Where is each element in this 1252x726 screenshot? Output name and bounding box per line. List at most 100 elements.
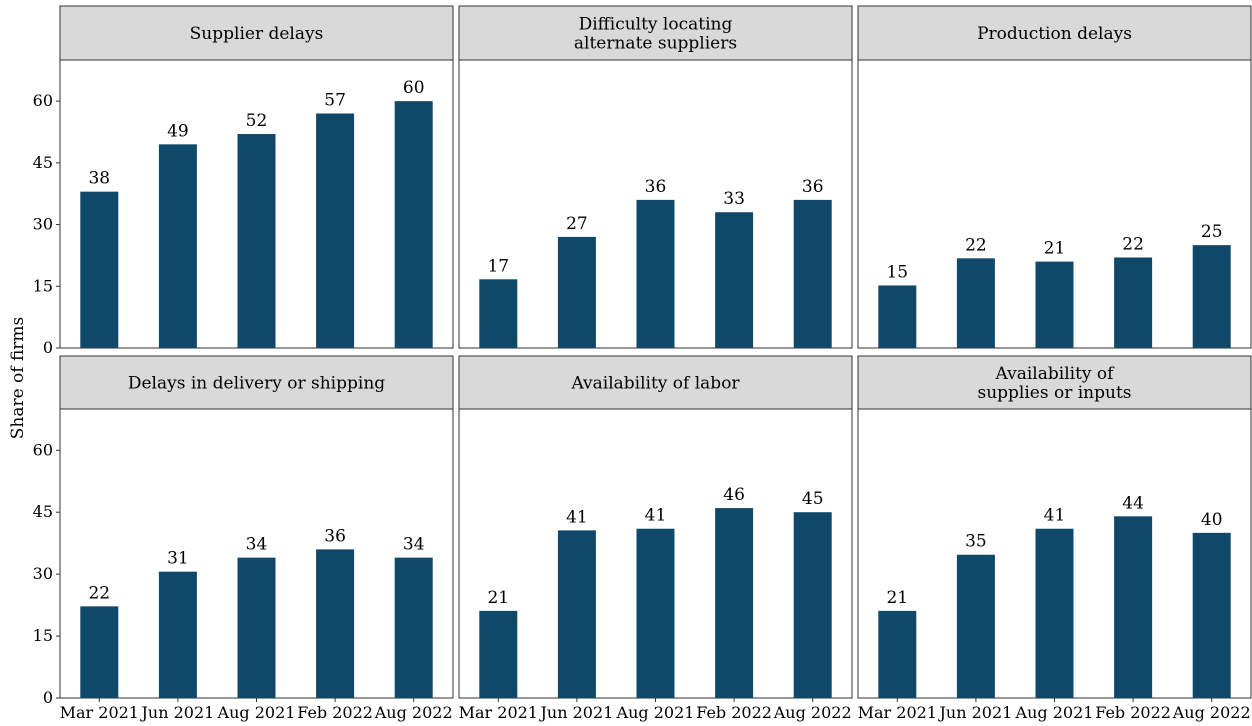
bar-value-label: 49: [167, 121, 189, 141]
bar-value-label: 57: [324, 90, 346, 110]
bar: [1114, 257, 1153, 348]
bar: [956, 554, 995, 698]
bar: [956, 258, 995, 348]
bar-value-label: 38: [88, 169, 110, 189]
x-tick-label: Aug 2022: [1172, 703, 1251, 722]
y-tick-label: 60: [33, 440, 53, 459]
y-tick-label: 30: [33, 564, 53, 583]
x-tick-label: Feb 2022: [1095, 703, 1171, 722]
bar: [878, 610, 917, 698]
x-tick-label: Mar 2021: [858, 703, 937, 722]
facet-strip: [857, 355, 1252, 410]
y-axis-title: Share of firms: [8, 317, 28, 440]
bar: [80, 191, 119, 348]
bar: [636, 199, 675, 348]
bar-value-label: 25: [1201, 222, 1223, 242]
x-tick-label: Aug 2021: [217, 703, 296, 722]
x-tick-label: Feb 2022: [297, 703, 373, 722]
bar: [316, 549, 355, 698]
y-tick-label: 0: [43, 688, 53, 707]
bar-value-label: 21: [487, 588, 509, 608]
bar-value-label: 40: [1201, 510, 1223, 530]
bar-value-label: 36: [645, 177, 667, 197]
bar-value-label: 36: [324, 526, 346, 546]
bar: [237, 134, 276, 348]
facet-title: supplies or inputs: [977, 383, 1131, 403]
x-tick-label: Aug 2021: [616, 703, 695, 722]
bar: [1035, 528, 1074, 698]
bar: [793, 512, 832, 698]
x-tick-label: Aug 2021: [1015, 703, 1094, 722]
bar: [394, 557, 433, 698]
bar-value-label: 15: [886, 262, 908, 282]
bar-value-label: 22: [965, 235, 987, 255]
bar-value-label: 60: [403, 78, 425, 98]
x-tick-label: Jun 2021: [538, 703, 613, 722]
facet-title: Availability of labor: [570, 374, 740, 394]
facet-title: Supplier delays: [190, 24, 324, 44]
y-tick-label: 60: [33, 91, 53, 110]
x-tick-label: Aug 2022: [773, 703, 852, 722]
bar: [479, 279, 518, 348]
bar: [479, 610, 518, 698]
x-tick-label: Mar 2021: [459, 703, 538, 722]
facet-strip: [458, 355, 853, 410]
x-tick-label: Jun 2021: [139, 703, 214, 722]
bar-value-label: 21: [1044, 239, 1066, 259]
y-tick-label: 15: [33, 626, 53, 645]
bar-value-label: 22: [88, 583, 110, 603]
bar: [1192, 245, 1231, 348]
bar: [1114, 516, 1153, 698]
bar: [394, 101, 433, 349]
facet-title: alternate suppliers: [574, 34, 737, 54]
facet-strip: [857, 5, 1252, 61]
bar: [557, 236, 596, 348]
facet-title: Difficulty locating: [579, 15, 733, 35]
facet-title: Production delays: [977, 24, 1132, 44]
bar-value-label: 17: [487, 256, 509, 276]
facet-strip: [59, 5, 454, 61]
x-tick-label: Feb 2022: [696, 703, 772, 722]
bar: [878, 285, 917, 348]
y-tick-label: 45: [33, 502, 53, 521]
x-tick-label: Aug 2022: [374, 703, 453, 722]
bar: [715, 508, 754, 698]
facet-strip: [59, 355, 454, 410]
bar: [557, 530, 596, 698]
y-tick-label: 0: [43, 338, 53, 357]
bar-value-label: 34: [403, 535, 425, 555]
bar-value-label: 41: [645, 506, 667, 526]
bar: [636, 528, 675, 698]
bar-value-label: 34: [246, 535, 268, 555]
bar: [1192, 532, 1231, 698]
bar-value-label: 21: [886, 588, 908, 608]
bar-value-label: 36: [802, 177, 824, 197]
bar-value-label: 45: [802, 489, 824, 509]
facet-strip: [458, 5, 853, 61]
bar-value-label: 27: [566, 214, 588, 234]
bar: [158, 144, 197, 348]
y-tick-label: 45: [33, 153, 53, 172]
x-tick-label: Jun 2021: [937, 703, 1012, 722]
bar: [158, 571, 197, 698]
facet-title: Delays in delivery or shipping: [128, 374, 385, 394]
bar-value-label: 41: [566, 507, 588, 527]
y-tick-label: 30: [33, 215, 53, 234]
bar-value-label: 35: [965, 532, 987, 552]
bar-value-label: 46: [723, 485, 745, 505]
bar: [316, 113, 355, 348]
bar: [1035, 261, 1074, 348]
facet-title: Availability of: [995, 364, 1116, 384]
bar: [237, 557, 276, 698]
bar-value-label: 22: [1122, 234, 1144, 254]
x-tick-label: Mar 2021: [60, 703, 139, 722]
bar-value-label: 44: [1122, 493, 1144, 513]
bar: [80, 606, 119, 698]
bar-value-label: 31: [167, 549, 189, 569]
bar: [793, 199, 832, 348]
y-tick-label: 15: [33, 276, 53, 295]
bar: [715, 212, 754, 348]
bar-value-label: 33: [723, 189, 745, 209]
bar-value-label: 41: [1044, 506, 1066, 526]
